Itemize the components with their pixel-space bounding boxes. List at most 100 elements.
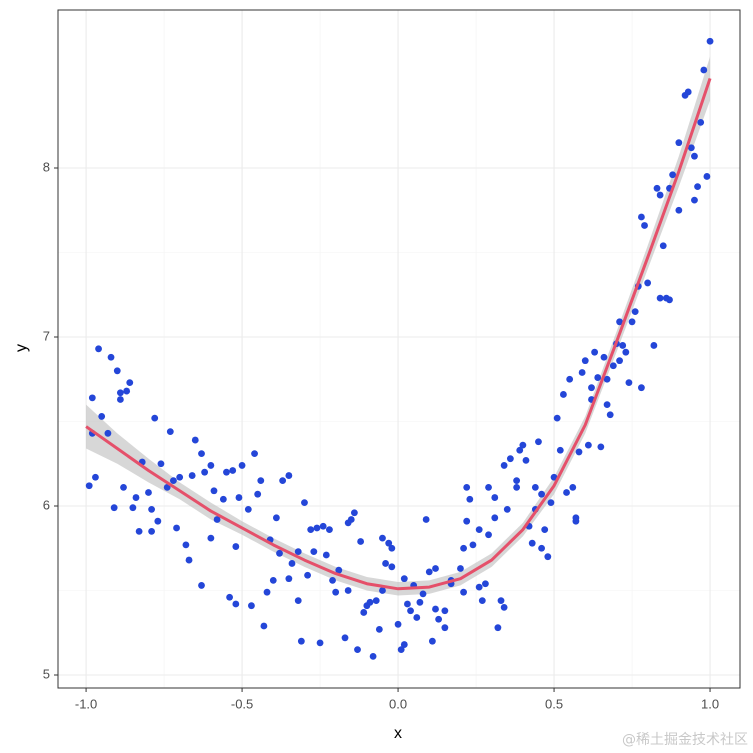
point xyxy=(519,441,527,449)
x-tick-label: 0.5 xyxy=(545,696,563,711)
point xyxy=(129,504,137,512)
point xyxy=(332,588,340,596)
point xyxy=(285,472,293,479)
point xyxy=(700,66,708,74)
point xyxy=(616,357,623,365)
point xyxy=(372,597,380,605)
point xyxy=(560,391,567,398)
point xyxy=(347,516,355,523)
point xyxy=(357,538,365,545)
point xyxy=(675,206,683,214)
point xyxy=(606,411,614,419)
point xyxy=(329,576,336,584)
point xyxy=(116,389,124,397)
point xyxy=(135,527,143,535)
point xyxy=(435,615,443,623)
point xyxy=(219,495,227,503)
point xyxy=(641,222,648,229)
point xyxy=(294,548,302,556)
point xyxy=(460,588,467,596)
point xyxy=(92,473,99,481)
point xyxy=(644,279,652,287)
point xyxy=(379,587,386,594)
point xyxy=(375,625,383,633)
point xyxy=(547,499,555,507)
point xyxy=(553,414,561,422)
point xyxy=(432,605,439,613)
point xyxy=(148,527,155,535)
point xyxy=(457,565,464,572)
point xyxy=(460,544,467,552)
point xyxy=(297,637,305,645)
point xyxy=(285,575,293,583)
point xyxy=(425,568,433,576)
point xyxy=(235,494,243,501)
point xyxy=(416,598,424,606)
point xyxy=(706,37,714,45)
point xyxy=(223,468,230,476)
point xyxy=(151,414,159,422)
point xyxy=(176,473,184,481)
point xyxy=(369,652,377,660)
point xyxy=(232,600,240,608)
point xyxy=(335,566,343,574)
point xyxy=(503,505,511,513)
point xyxy=(188,472,196,479)
point xyxy=(98,413,106,420)
point xyxy=(638,384,645,392)
point xyxy=(350,509,358,517)
point xyxy=(322,551,330,559)
point xyxy=(622,348,630,356)
point xyxy=(432,565,439,572)
point xyxy=(513,484,521,491)
point xyxy=(213,516,221,523)
point xyxy=(428,637,436,645)
point xyxy=(528,539,536,547)
point xyxy=(163,484,171,491)
watermark: @稀土掘金技术社区 xyxy=(622,732,748,748)
point xyxy=(120,484,127,491)
point xyxy=(619,342,627,349)
point xyxy=(603,375,611,383)
point xyxy=(563,489,570,496)
point xyxy=(581,357,589,365)
point xyxy=(263,588,271,596)
point xyxy=(697,118,705,126)
point xyxy=(307,526,315,534)
point xyxy=(569,484,577,491)
point xyxy=(666,296,673,304)
point xyxy=(254,490,262,498)
point xyxy=(260,622,268,630)
point xyxy=(572,514,580,522)
smooth-line xyxy=(85,77,712,591)
point xyxy=(304,571,311,579)
point xyxy=(210,487,218,495)
point xyxy=(538,490,545,498)
point xyxy=(441,607,449,615)
point xyxy=(656,191,664,199)
point xyxy=(382,560,389,567)
point xyxy=(319,522,327,530)
point xyxy=(394,620,402,628)
point xyxy=(463,517,471,525)
point xyxy=(182,541,190,549)
point xyxy=(687,144,695,152)
point xyxy=(485,531,492,539)
point xyxy=(513,477,521,485)
y-tick-label: 5 xyxy=(43,666,50,681)
point xyxy=(628,318,636,326)
point xyxy=(531,484,539,491)
point xyxy=(684,88,692,96)
point xyxy=(588,384,595,392)
point xyxy=(703,173,711,180)
point xyxy=(475,526,483,534)
point xyxy=(566,375,574,383)
point xyxy=(491,494,499,501)
x-tick-label: 0.0 xyxy=(389,696,407,711)
point xyxy=(154,517,162,525)
point xyxy=(497,597,505,605)
point xyxy=(385,539,393,547)
point xyxy=(691,152,698,160)
point xyxy=(248,602,255,610)
point xyxy=(238,462,246,469)
